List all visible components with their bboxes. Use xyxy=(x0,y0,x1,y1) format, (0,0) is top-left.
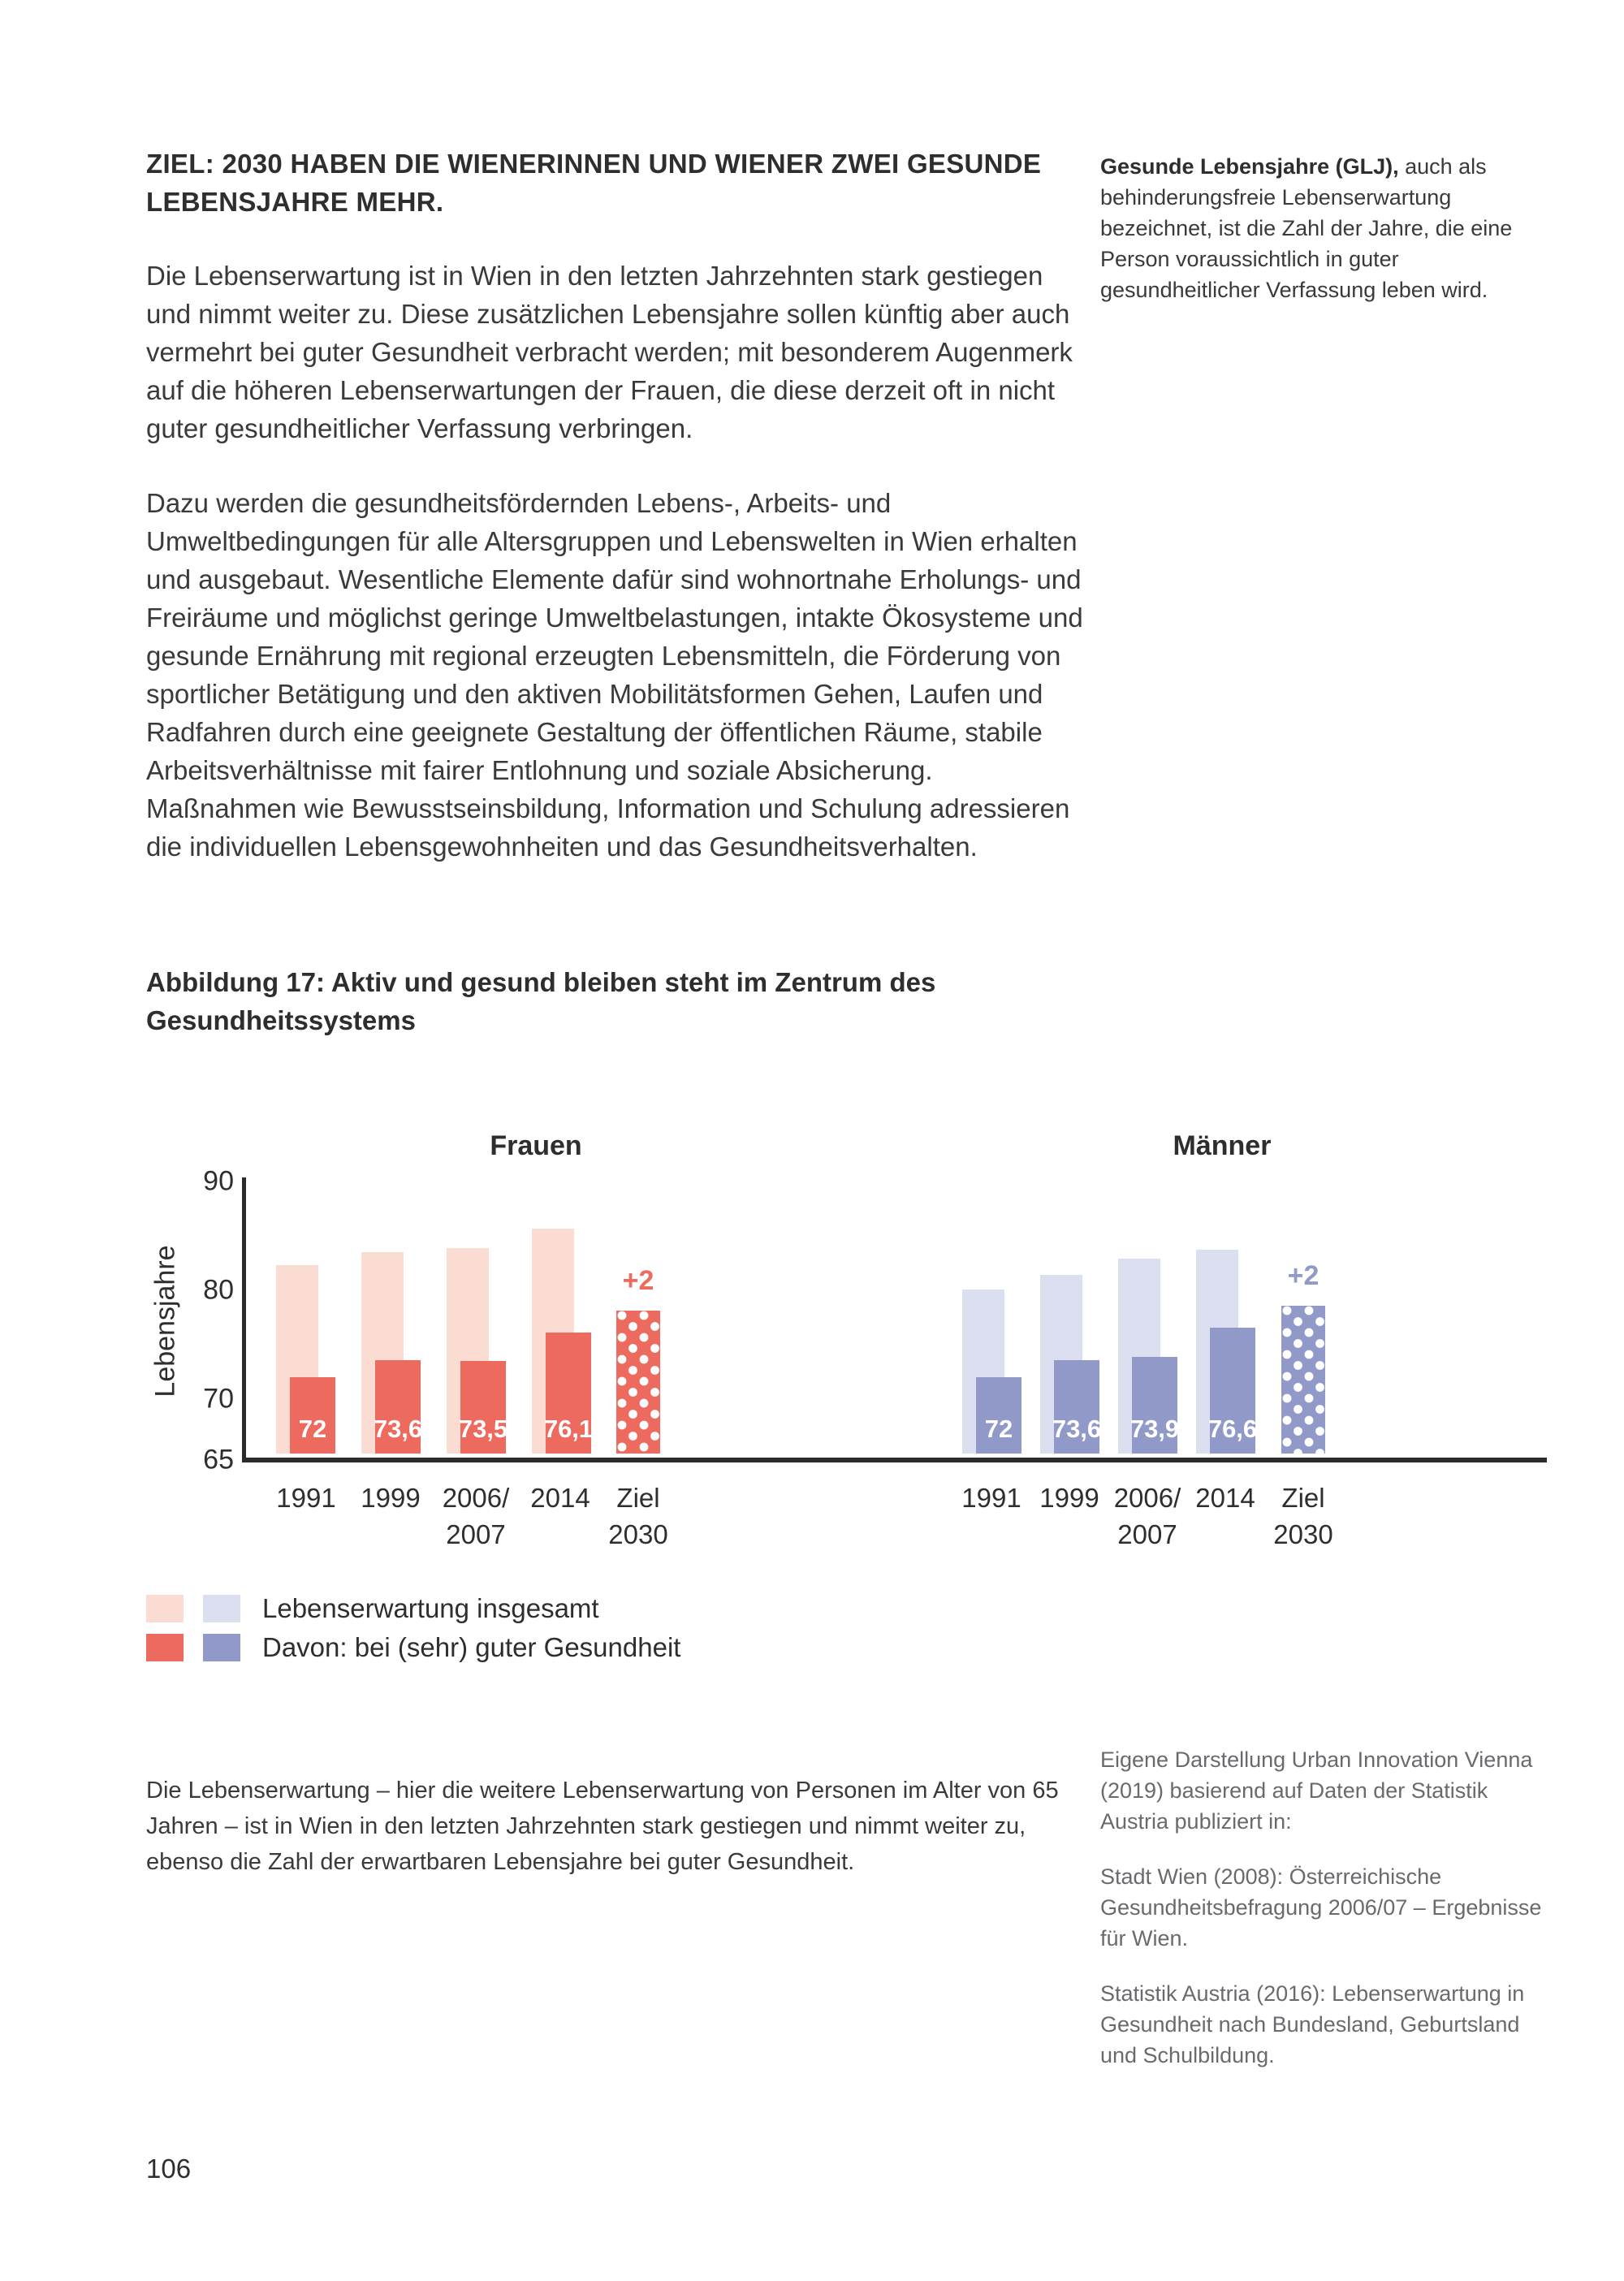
chart-title-maenner: Männer xyxy=(1173,1130,1272,1161)
bar-healthy-frauen-1: 73,6 xyxy=(374,1359,422,1454)
y-axis-line xyxy=(242,1177,246,1462)
bar-value-maenner-3: 76,6 xyxy=(1207,1414,1258,1443)
figure-description: Die Lebenserwartung – hier die weitere L… xyxy=(146,1778,1059,1875)
chart-title-frauen: Frauen xyxy=(490,1130,582,1161)
legend-swatch-total-lavender xyxy=(203,1595,240,1622)
sidebar-note: Gesunde Lebensjahre (GLJ), auch als behi… xyxy=(1100,151,1543,305)
x-label-maenner-1: 1999 xyxy=(1039,1483,1099,1513)
bar-value-maenner-2: 73,9 xyxy=(1129,1414,1180,1443)
target-plus-label-frauen: +2 xyxy=(622,1265,654,1297)
page-title: ZIEL: 2030 HABEN DIE WIENERINNEN UND WIE… xyxy=(146,149,1042,217)
bar-target-maenner xyxy=(1281,1305,1325,1454)
bar-healthy-frauen-0: 72 xyxy=(290,1377,335,1454)
bar-total-maenner-0 xyxy=(962,1289,1004,1454)
target-plus-label-maenner: +2 xyxy=(1287,1259,1320,1291)
bar-healthy-frauen-2: 73,5 xyxy=(459,1361,508,1454)
x-label-frauen-3: 2014 xyxy=(530,1483,590,1513)
x-label-maenner-4: Ziel 2030 xyxy=(1273,1483,1333,1549)
bar-total-maenner-3 xyxy=(1196,1250,1238,1454)
x-label-frauen-0: 1991 xyxy=(276,1483,336,1513)
sidebar-note-term: Gesunde Lebensjahre (GLJ), xyxy=(1100,154,1399,179)
legend-swatch-healthy-red xyxy=(146,1634,184,1661)
source-note-2: Stadt Wien (2008): Österreichische Gesun… xyxy=(1100,1864,1542,1951)
x-axis-baseline xyxy=(242,1458,1547,1462)
y-tick-80: 80 xyxy=(203,1274,234,1306)
bar-value-frauen-1: 73,6 xyxy=(373,1414,423,1443)
bar-value-maenner-0: 72 xyxy=(984,1414,1013,1443)
y-axis-title: Lebensjahre xyxy=(149,1245,181,1398)
legend-label-healthy: Davon: bei (sehr) guter Gesundheit xyxy=(262,1632,681,1662)
legend-swatch-healthy-lavender xyxy=(203,1634,240,1661)
bar-total-frauen-0 xyxy=(276,1265,318,1454)
bar-healthy-maenner-2: 73,9 xyxy=(1130,1356,1179,1454)
bar-healthy-maenner-0: 72 xyxy=(976,1377,1021,1454)
x-label-frauen-1: 1999 xyxy=(361,1483,421,1513)
x-label-frauen-4: Ziel 2030 xyxy=(608,1483,668,1549)
bar-total-frauen-3 xyxy=(532,1228,574,1454)
bar-value-frauen-2: 73,5 xyxy=(458,1414,508,1443)
bar-value-frauen-0: 72 xyxy=(298,1414,327,1443)
paragraph-1: Die Lebenserwartung ist in Wien in den l… xyxy=(146,261,1073,443)
bar-total-maenner-2 xyxy=(1118,1259,1160,1454)
legend-label-total: Lebenserwartung insgesamt xyxy=(262,1593,599,1623)
bar-healthy-maenner-3: 76,6 xyxy=(1208,1327,1257,1454)
source-notes: Eigene Darstellung Urban Innovation Vien… xyxy=(1100,1744,1555,2095)
bar-value-frauen-3: 76,1 xyxy=(543,1414,594,1443)
bar-total-frauen-2 xyxy=(447,1247,489,1454)
x-label-maenner-0: 1991 xyxy=(961,1483,1021,1513)
y-tick-65: 65 xyxy=(203,1444,234,1475)
bar-target-frauen xyxy=(616,1311,660,1454)
sidebar-note-text: auch als behinderungsfreie Lebenserwartu… xyxy=(1100,154,1513,302)
bar-healthy-maenner-1: 73,6 xyxy=(1052,1359,1101,1454)
figure-caption: Abbildung 17: Aktiv und gesund bleiben s… xyxy=(146,967,936,1035)
bar-total-frauen-1 xyxy=(361,1252,404,1454)
source-note-1: Eigene Darstellung Urban Innovation Vien… xyxy=(1100,1747,1533,1834)
paragraph-2: Dazu werden die gesundheitsfördernden Le… xyxy=(146,488,1083,862)
x-label-maenner-3: 2014 xyxy=(1195,1483,1255,1513)
legend-swatch-total-pink xyxy=(146,1595,184,1622)
y-tick-70: 70 xyxy=(203,1383,234,1415)
x-label-frauen-2: 2006/ 2007 xyxy=(442,1483,510,1549)
x-label-maenner-2: 2006/ 2007 xyxy=(1113,1483,1181,1549)
source-note-3: Statistik Austria (2016): Lebenserwartun… xyxy=(1100,1981,1525,2067)
y-tick-90: 90 xyxy=(203,1165,234,1197)
bar-value-maenner-1: 73,6 xyxy=(1052,1414,1102,1443)
bar-total-maenner-1 xyxy=(1040,1275,1082,1454)
bar-healthy-frauen-3: 76,1 xyxy=(544,1333,593,1454)
page-number: 106 xyxy=(146,2154,192,2184)
